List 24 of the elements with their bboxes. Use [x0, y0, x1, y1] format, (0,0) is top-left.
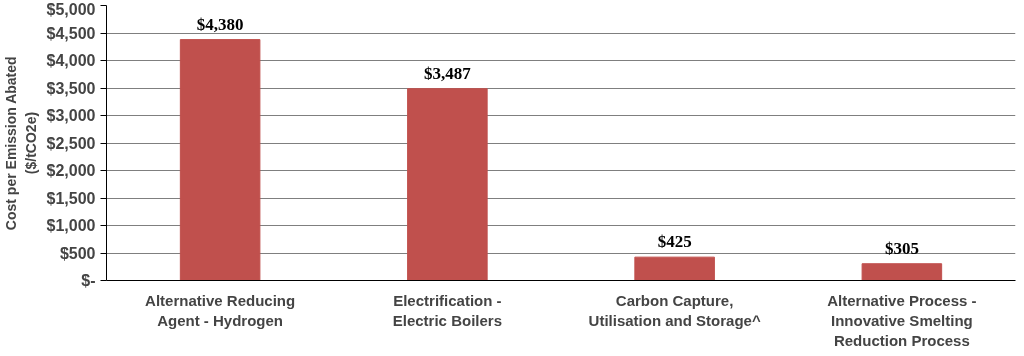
- y-tick-label: $4,500: [46, 24, 96, 42]
- y-tick-label: $5,000: [46, 0, 96, 18]
- data-label: $4,380: [196, 14, 244, 34]
- y-tick-label: $3,000: [46, 107, 96, 124]
- x-tick-label: Electrification - Electric Boilers: [392, 291, 502, 329]
- bar: [861, 263, 943, 281]
- x-tick-label: Alternative Reducing Agent - Hydrogen: [145, 291, 296, 329]
- y-tick-label: $2,000: [46, 162, 96, 179]
- x-tick-label: Alternative Process - Innovative Smelting Reduction Process: [827, 291, 977, 350]
- y-tick-label: $1,500: [46, 189, 96, 207]
- y-tick-label: $1,000: [46, 217, 96, 234]
- bar: [634, 256, 715, 281]
- data-label: $305: [884, 238, 919, 258]
- y-tick-label: $500: [59, 244, 96, 262]
- data-label: $3,487: [424, 63, 472, 83]
- y-tick-label: $3,500: [46, 79, 96, 97]
- bar: [407, 88, 488, 281]
- y-tick-label: $2,500: [46, 134, 96, 152]
- data-label: $425: [657, 232, 692, 252]
- y-axis-title: Cost per Emission Abated ($/tCO2e): [3, 56, 39, 231]
- y-tick-label: $4,000: [46, 52, 96, 69]
- bar: [179, 39, 261, 281]
- y-tick-label: $-: [81, 272, 96, 289]
- x-tick-label: Carbon Capture, Utilisation and Storage^: [588, 291, 761, 329]
